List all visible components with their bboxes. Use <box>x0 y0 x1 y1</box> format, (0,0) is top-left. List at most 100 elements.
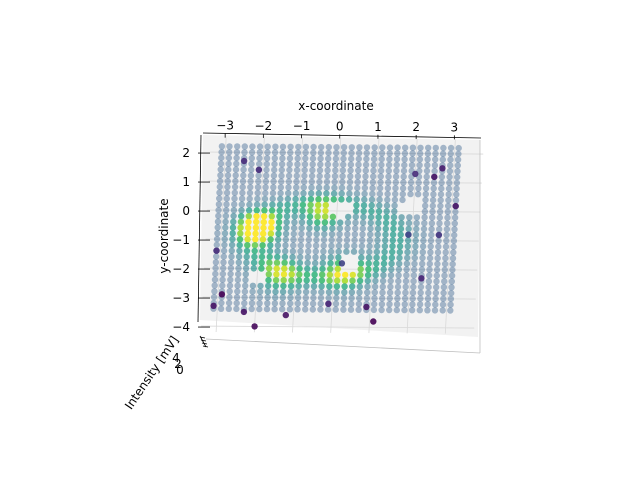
scatter-point <box>216 177 224 185</box>
scatter-point <box>409 295 416 302</box>
scatter-point <box>424 162 431 169</box>
scatter-point <box>353 190 361 197</box>
y-tick-label: −4 <box>172 320 190 334</box>
scatter-point <box>355 155 362 163</box>
scatter-point <box>322 207 329 215</box>
scatter-point <box>324 161 332 168</box>
scatter-point <box>250 265 257 272</box>
scatter-point <box>422 202 429 209</box>
scatter-point <box>417 283 425 291</box>
scatter-point <box>263 166 270 174</box>
scatter-point-outlier <box>418 275 425 282</box>
scatter-point <box>432 156 439 163</box>
scatter-point <box>233 149 241 156</box>
scatter-point <box>362 167 369 174</box>
scatter-point <box>281 259 288 266</box>
scatter-point <box>263 305 271 313</box>
scatter-point <box>409 156 416 163</box>
scatter-point <box>236 247 243 255</box>
scatter-point <box>235 259 242 266</box>
grid-line-y <box>205 238 479 242</box>
scatter-point <box>299 201 307 209</box>
scatter-point <box>417 295 424 302</box>
scatter-point <box>420 237 427 244</box>
scatter-point <box>213 241 220 249</box>
scatter-point <box>428 225 435 233</box>
scatter-point <box>392 179 399 186</box>
x-axis-title: x-coordinate <box>298 99 373 113</box>
scatter-point <box>247 172 255 179</box>
scatter-point <box>269 195 276 203</box>
scatter-point <box>231 201 238 208</box>
scatter-point <box>347 306 355 313</box>
scatter-point <box>238 207 245 214</box>
scatter-point <box>276 207 283 214</box>
scatter-point <box>380 266 387 273</box>
scatter-point <box>303 283 310 290</box>
scatter-point <box>355 167 362 174</box>
scatter-point <box>280 277 287 284</box>
scatter-point <box>300 184 307 191</box>
scatter-point <box>285 190 292 197</box>
scatter-point <box>382 219 390 227</box>
scatter-point <box>215 206 222 214</box>
scatter-point <box>455 144 462 152</box>
scatter-point <box>302 143 310 151</box>
scatter-point <box>379 295 386 302</box>
scatter-point <box>334 271 341 278</box>
scatter-point <box>313 225 321 232</box>
scatter-point <box>308 172 316 180</box>
scatter-point <box>317 294 325 302</box>
scatter-point <box>214 218 222 225</box>
scatter-point <box>256 149 263 156</box>
grid-line-y <box>201 325 475 329</box>
scatter-point <box>300 178 308 185</box>
scatter-point <box>262 189 269 197</box>
scatter-point <box>395 272 402 279</box>
scatter-point <box>342 271 349 279</box>
scatter-point <box>261 195 269 203</box>
scatter-point <box>445 197 452 204</box>
y-axis-line <box>197 134 202 323</box>
scatter-point <box>401 156 408 163</box>
scatter-point <box>397 231 404 238</box>
scatter-point <box>220 265 227 272</box>
scatter-point <box>331 173 339 180</box>
scatter-point <box>287 149 294 156</box>
scatter-point <box>428 231 435 239</box>
scatter-point <box>287 143 294 150</box>
scatter-point <box>279 149 286 156</box>
scatter-point <box>229 224 237 231</box>
scatter-point <box>305 248 312 255</box>
scatter-point <box>393 156 401 163</box>
scatter-point <box>323 184 330 191</box>
scatter-point <box>328 231 336 238</box>
scatter-point <box>399 185 407 192</box>
scatter-point <box>332 300 340 307</box>
scatter-point <box>296 259 304 267</box>
scatter-point <box>310 283 318 290</box>
scatter-point <box>346 178 354 186</box>
scatter-point <box>245 224 252 231</box>
scatter-point <box>316 167 324 174</box>
scatter-point <box>272 294 279 301</box>
scatter-point <box>244 236 251 243</box>
scatter-point <box>311 277 318 284</box>
scatter-point <box>382 237 389 244</box>
scatter-point <box>305 236 312 243</box>
scatter-point <box>297 236 305 243</box>
grid-line-x <box>330 138 342 333</box>
scatter-point <box>349 277 356 284</box>
scatter-point <box>228 241 236 249</box>
scatter-point <box>385 173 392 180</box>
scatter-point <box>271 149 279 156</box>
scatter-point <box>217 172 224 179</box>
scatter-point <box>286 155 294 162</box>
scatter-point <box>432 295 439 302</box>
scatter-point <box>365 260 372 267</box>
scatter-point <box>225 154 233 162</box>
scatter-point <box>268 224 275 232</box>
scatter-point <box>375 219 382 227</box>
scatter-point <box>287 288 294 296</box>
scatter-point <box>327 260 334 267</box>
